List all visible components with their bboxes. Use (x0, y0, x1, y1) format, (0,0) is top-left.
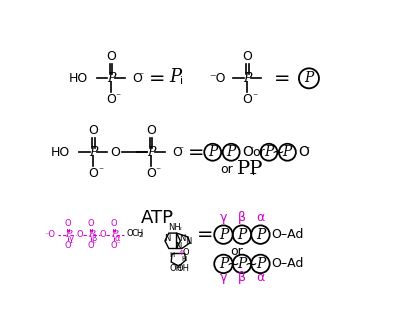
Text: ⁻O: ⁻O (45, 230, 56, 239)
Text: or: or (230, 245, 243, 258)
Text: P: P (208, 145, 217, 159)
Text: P: P (243, 72, 252, 85)
Text: α: α (256, 211, 264, 224)
Text: i: i (180, 76, 183, 85)
Text: O: O (106, 50, 116, 63)
Text: O: O (111, 241, 118, 250)
Text: NH: NH (168, 223, 180, 232)
Text: =: = (149, 69, 166, 88)
Text: O: O (65, 219, 71, 227)
Text: ⁻: ⁻ (248, 145, 253, 155)
Text: OH: OH (176, 264, 190, 273)
Text: N: N (164, 234, 170, 243)
Text: ~: ~ (272, 145, 284, 160)
Text: ⁻: ⁻ (179, 145, 184, 155)
Text: N: N (180, 234, 186, 243)
Text: =: = (274, 69, 290, 88)
Text: ⁻: ⁻ (93, 241, 97, 247)
Text: P: P (304, 71, 314, 85)
Text: ⁻: ⁻ (116, 93, 121, 103)
Text: O: O (133, 72, 142, 85)
Text: O: O (65, 241, 71, 250)
Text: α: α (114, 234, 120, 243)
Text: or: or (253, 146, 266, 159)
Text: ⁻: ⁻ (116, 241, 120, 247)
Text: O–Ad: O–Ad (271, 228, 304, 241)
Text: ⁻: ⁻ (156, 167, 161, 176)
Text: ⁻: ⁻ (252, 93, 257, 103)
Text: O: O (111, 219, 118, 227)
Text: O: O (242, 50, 252, 63)
Text: P: P (107, 72, 115, 85)
Text: ⁻: ⁻ (70, 241, 74, 247)
Text: P: P (256, 228, 265, 241)
Text: β: β (238, 211, 246, 224)
Text: i: i (252, 167, 255, 177)
Text: H: H (182, 256, 187, 262)
Text: O: O (173, 146, 182, 159)
Text: or: or (220, 163, 233, 176)
Text: OH: OH (170, 264, 183, 273)
Text: PP: PP (237, 160, 264, 178)
Text: O: O (88, 167, 98, 180)
Text: N: N (185, 237, 191, 246)
Text: P: P (89, 146, 98, 159)
Text: ⁻: ⁻ (98, 167, 103, 176)
Text: O: O (146, 167, 156, 180)
Text: α: α (256, 271, 264, 284)
Text: β: β (238, 271, 246, 284)
Text: P: P (264, 145, 274, 159)
Text: =: = (197, 225, 213, 244)
Text: O: O (99, 230, 106, 239)
Text: P: P (256, 257, 265, 271)
Text: O: O (106, 93, 116, 106)
Text: O: O (146, 124, 156, 137)
Text: O: O (88, 241, 94, 250)
Text: P: P (219, 228, 228, 241)
Text: γ: γ (220, 211, 227, 224)
Text: O: O (88, 219, 94, 227)
Text: P: P (237, 228, 247, 241)
Text: P: P (111, 230, 117, 239)
Text: ⁻: ⁻ (304, 145, 310, 155)
Text: O: O (242, 93, 252, 106)
Text: ₂: ₂ (178, 225, 181, 231)
Text: β: β (92, 234, 97, 243)
Text: P: P (88, 230, 94, 239)
Text: O: O (110, 146, 120, 159)
Text: P: P (65, 230, 71, 239)
Text: P: P (237, 257, 247, 271)
Text: =: = (188, 143, 204, 162)
Text: H: H (169, 252, 174, 258)
Text: ATP: ATP (141, 209, 174, 227)
Text: O: O (242, 145, 253, 159)
Text: O: O (88, 124, 98, 137)
Text: O: O (183, 248, 189, 257)
Text: CH: CH (131, 229, 143, 238)
Text: 4': 4' (178, 250, 184, 256)
Text: 2: 2 (139, 232, 143, 238)
Text: P: P (147, 146, 155, 159)
Text: P: P (170, 68, 182, 86)
Text: HO: HO (51, 146, 70, 159)
Text: HO: HO (69, 72, 88, 85)
Text: O: O (76, 230, 83, 239)
Text: P: P (226, 145, 236, 159)
Text: γ: γ (68, 234, 74, 243)
Text: ⁻: ⁻ (139, 71, 144, 81)
Text: P: P (219, 257, 228, 271)
Text: γ: γ (220, 271, 227, 284)
Text: ~: ~ (245, 256, 258, 271)
Text: N: N (175, 242, 181, 251)
Text: ⁻O: ⁻O (209, 72, 226, 85)
Text: O: O (298, 145, 309, 159)
Text: O: O (126, 229, 133, 238)
Text: O–Ad: O–Ad (271, 257, 304, 271)
Text: P: P (283, 145, 292, 159)
Text: ~: ~ (226, 256, 239, 271)
